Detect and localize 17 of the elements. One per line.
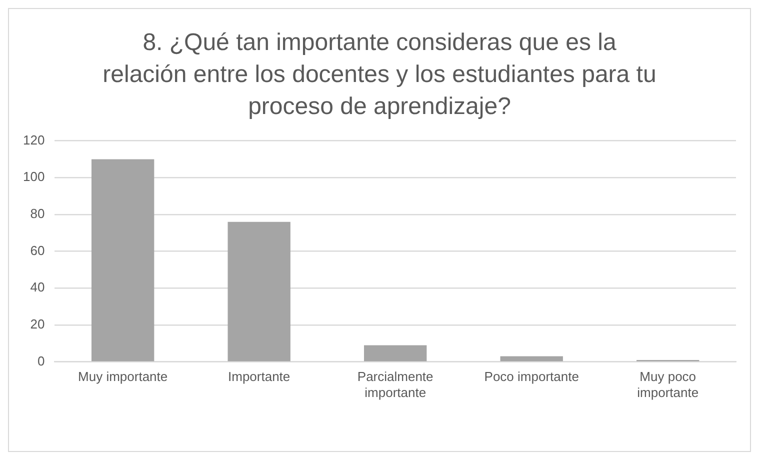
y-tick-label: 20 [30,316,45,332]
chart-title: 8. ¿Qué tan importante consideras que es la relación entre los docentes y los estudiantes para tu proceso de aprendizaje? [102,28,658,122]
y-tick-label: 80 [30,206,45,222]
y-tick-label: 120 [22,132,45,148]
y-tick-label: 60 [30,242,45,258]
x-tick-label: Parcialmente importante [357,369,434,400]
x-tick-label: Importante [228,369,290,384]
x-tick-label: Muy poco importante [637,369,699,400]
x-tick-label: Muy importante [78,369,168,384]
y-tick-label: 0 [37,353,45,368]
y-tick-label: 100 [22,169,45,184]
bar [228,222,290,362]
y-tick-label: 40 [30,280,45,295]
bar [500,356,563,362]
x-tick-label: Poco importante [484,369,579,384]
bar [91,159,154,362]
bar [364,345,427,362]
